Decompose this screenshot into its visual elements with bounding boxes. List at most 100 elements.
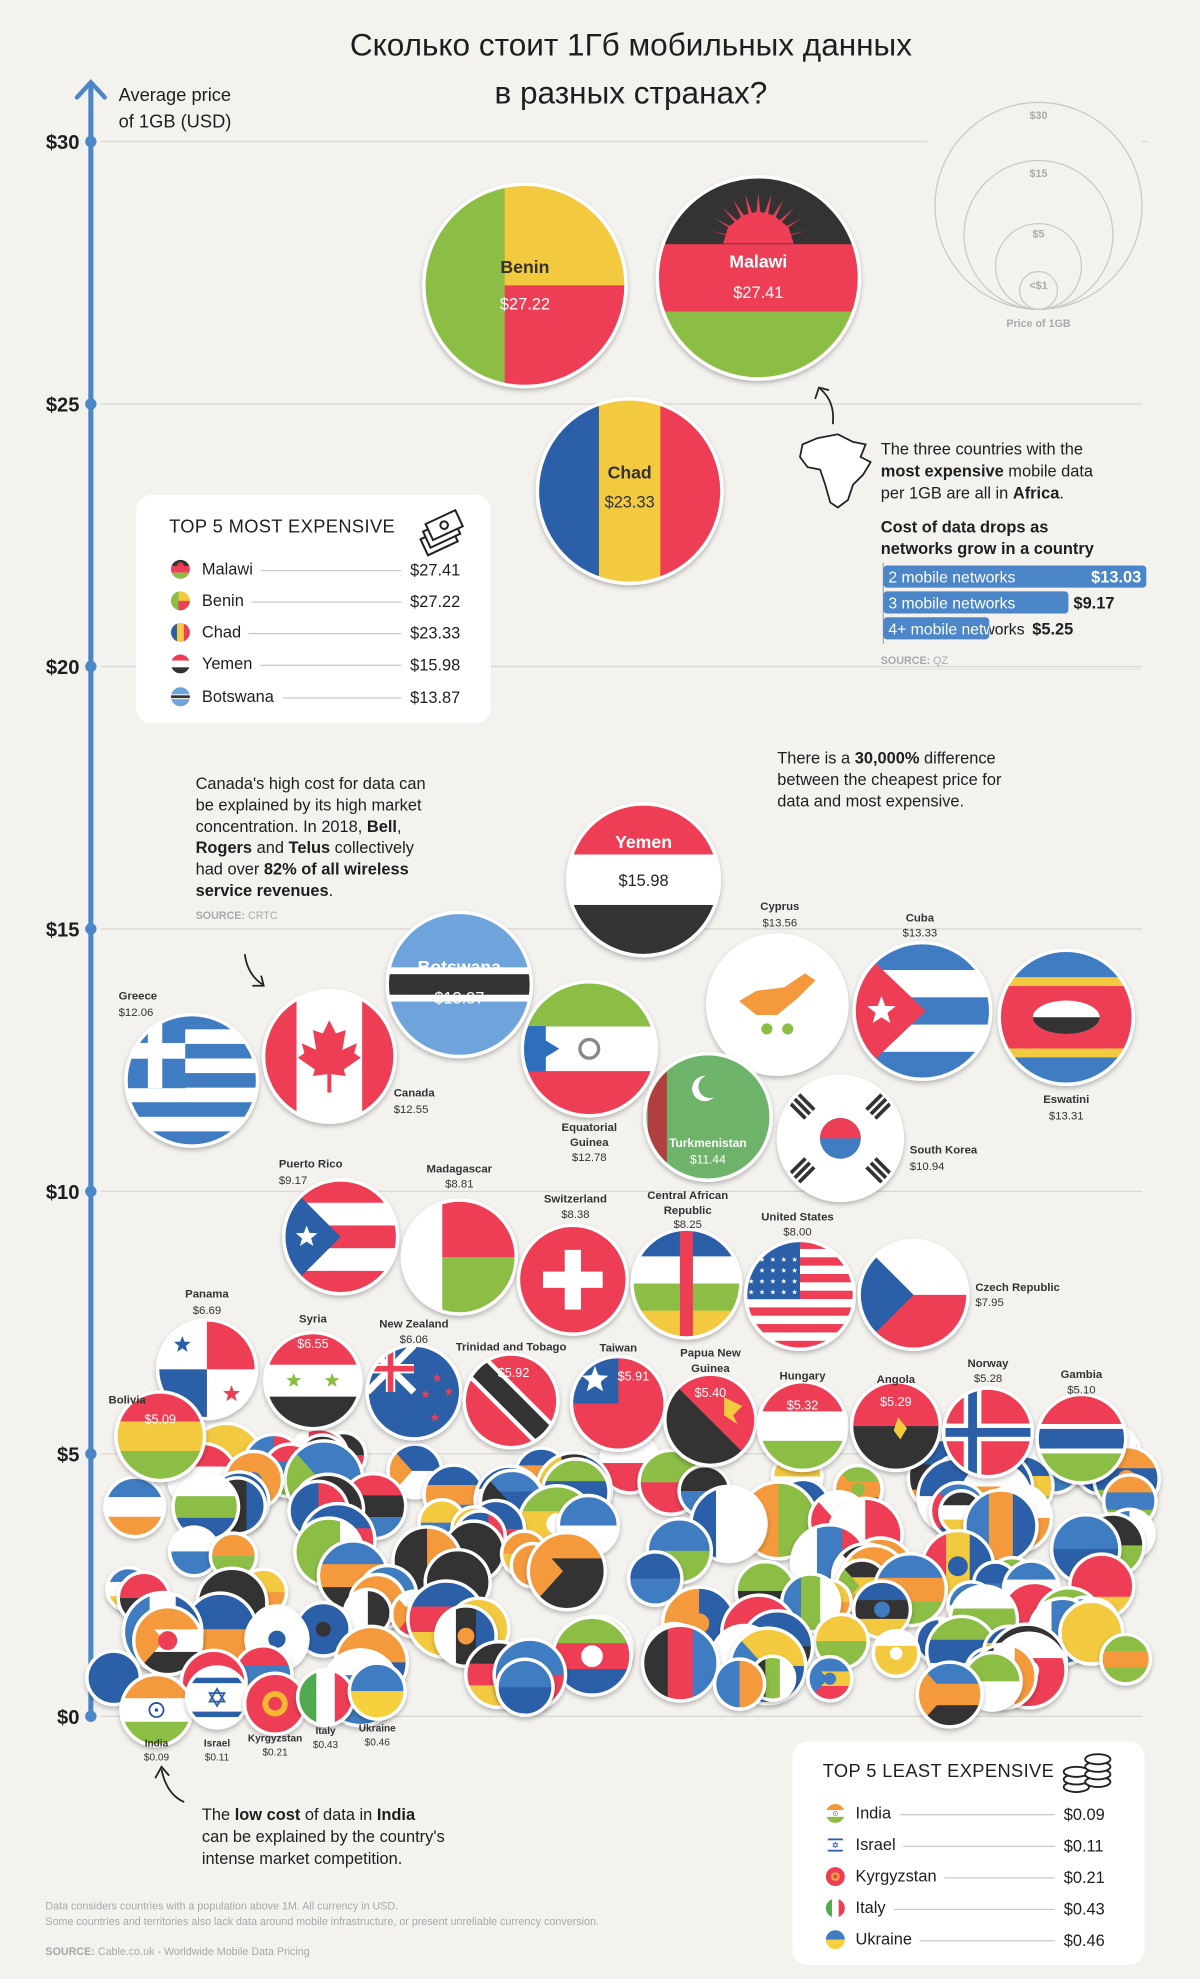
row-flag-malawi bbox=[169, 558, 192, 581]
country-name-label: United States bbox=[761, 1211, 834, 1223]
row-country: Italy bbox=[856, 1899, 887, 1917]
price-label: $8.25 bbox=[674, 1219, 702, 1231]
row-price: $0.11 bbox=[1064, 1837, 1104, 1855]
flag-icon bbox=[758, 1381, 847, 1471]
price-label: $5.29 bbox=[880, 1395, 912, 1409]
axis-arrow-icon bbox=[74, 78, 107, 100]
other-country-bubble bbox=[871, 1628, 921, 1678]
networks-chart: Cost of data drops as networks grow in a… bbox=[881, 519, 1147, 670]
top-cheapest-title: TOP 5 LEAST EXPENSIVE bbox=[823, 1760, 1054, 1781]
canada-note: Canada's high cost for data can be explai… bbox=[196, 775, 426, 900]
row-country: Israel bbox=[856, 1836, 896, 1854]
row-price: $27.41 bbox=[410, 562, 460, 580]
price-label: $5.92 bbox=[498, 1366, 530, 1380]
other-country-bubble bbox=[495, 1657, 555, 1718]
ranking-row: Kyrgyzstan $0.21 bbox=[824, 1865, 1105, 1888]
other-country-bubble bbox=[526, 1530, 608, 1612]
text-segment: There is a bbox=[777, 750, 854, 768]
price-label: $0.11 bbox=[205, 1752, 230, 1763]
text-segment: be explained by its high market bbox=[196, 796, 422, 814]
text-segment: of data in bbox=[300, 1806, 377, 1824]
flag-icon bbox=[825, 1834, 846, 1856]
row-flag-kyrgyzstan bbox=[824, 1865, 847, 1888]
text-segment: data and most expensive. bbox=[777, 793, 964, 811]
other-country-bubble bbox=[712, 1657, 767, 1711]
price-label: $0.21 bbox=[262, 1747, 288, 1758]
text-segment: SOURCE: bbox=[196, 910, 248, 922]
y-tick-label: $15 bbox=[46, 920, 80, 942]
text-segment: between the cheapest price for bbox=[777, 771, 1002, 789]
price-label: $13.56 bbox=[762, 917, 797, 929]
price-label: $6.06 bbox=[400, 1334, 428, 1346]
tick-dot bbox=[85, 398, 97, 410]
y-tick-label: $25 bbox=[46, 395, 80, 417]
tick-dot bbox=[85, 660, 97, 673]
bubble-israel: Israel $0.11 bbox=[184, 1665, 250, 1763]
text-segment: India bbox=[377, 1806, 416, 1824]
flag-icon bbox=[170, 686, 191, 707]
india-note: The low cost of data in India can be expl… bbox=[202, 1806, 445, 1868]
text-segment: mobile data bbox=[1004, 463, 1094, 481]
price-label: $13.31 bbox=[1049, 1110, 1084, 1122]
flag-icon bbox=[367, 1345, 461, 1439]
ranking-row: Malawi $27.41 bbox=[169, 558, 460, 581]
flag-icon bbox=[943, 1388, 1033, 1477]
ranking-row: India $0.09 bbox=[824, 1802, 1105, 1825]
country-name-label: Botswana bbox=[418, 957, 502, 977]
price-label: $27.22 bbox=[500, 295, 550, 313]
country-name-label: Ukraine bbox=[359, 1723, 396, 1734]
canada-arrow-icon bbox=[243, 954, 265, 987]
row-price: $0.21 bbox=[1064, 1869, 1105, 1887]
row-price: $0.09 bbox=[1064, 1806, 1105, 1824]
flag-icon bbox=[707, 935, 847, 1075]
row-country: Yemen bbox=[202, 655, 252, 673]
legend-circle-1 bbox=[1018, 270, 1059, 311]
tick-dot bbox=[85, 135, 97, 148]
country-name-label: Equatorial bbox=[562, 1122, 617, 1134]
bubble-papua-new-guinea: Papua New Guinea $5.40 bbox=[663, 1348, 758, 1468]
country-name-label: Eswatini bbox=[1043, 1094, 1089, 1106]
row-country: Benin bbox=[202, 592, 244, 610]
country-name-label: Republic bbox=[664, 1205, 712, 1217]
price-label: $13.87 bbox=[434, 989, 484, 1007]
country-name-label: South Korea bbox=[910, 1145, 978, 1157]
country-name-label: Switzerland bbox=[544, 1194, 607, 1206]
networks-title: Cost of data drops as networks grow in a… bbox=[881, 519, 1095, 558]
other-country-bubble bbox=[103, 1475, 167, 1539]
country-name-label: Italy bbox=[315, 1726, 336, 1737]
text-segment: 82% of all wireless bbox=[264, 861, 409, 879]
country-name-label: Bolivia bbox=[109, 1394, 147, 1406]
text-segment: . bbox=[1059, 485, 1064, 503]
price-label: $13.33 bbox=[903, 928, 938, 940]
bubble-yemen: Yemen $15.98 bbox=[565, 802, 722, 958]
country-name-label: Taiwan bbox=[599, 1343, 637, 1355]
page-title-line-2: в разных странах? bbox=[495, 75, 768, 111]
network-bar-value: $5.25 bbox=[1032, 620, 1073, 638]
flag-icon bbox=[571, 1356, 665, 1451]
price-label: $15.98 bbox=[618, 872, 668, 890]
country-name-label: Syria bbox=[299, 1314, 327, 1326]
networks-source: SOURCE: QZ bbox=[881, 655, 949, 667]
africa-note: The three countries with the most expensi… bbox=[881, 440, 1094, 502]
legend-label-1: <$1 bbox=[1029, 280, 1047, 292]
tick-dot bbox=[85, 1185, 97, 1198]
page-title-line-1: Сколько стоит 1Гб мобильных данных bbox=[350, 27, 912, 63]
legend-caption: Price of 1GB bbox=[1006, 318, 1071, 330]
row-flag-israel bbox=[824, 1834, 847, 1856]
bubble-botswana: Botswana $13.87 bbox=[385, 910, 534, 1059]
row-price: $27.22 bbox=[410, 593, 460, 611]
bubble-puerto-rico: Puerto Rico $9.17 bbox=[279, 1158, 400, 1296]
bubble-switzerland: Switzerland $8.38 bbox=[516, 1194, 630, 1336]
text-segment: intense market competition. bbox=[202, 1850, 402, 1868]
country-name-label: Turkmenistan bbox=[669, 1136, 747, 1150]
network-bar-label: 4+ mobile networks bbox=[888, 621, 1024, 638]
other-country-bubble bbox=[640, 1623, 720, 1703]
text-segment: can be explained by the country's bbox=[202, 1828, 445, 1846]
text-segment: and bbox=[252, 839, 288, 857]
text-segment: Data considers countries with a populati… bbox=[45, 1900, 398, 1912]
price-label: $10.94 bbox=[910, 1161, 945, 1173]
flag-icon bbox=[170, 559, 191, 580]
flag-icon bbox=[244, 1673, 306, 1734]
row-country: Ukraine bbox=[856, 1931, 912, 1949]
